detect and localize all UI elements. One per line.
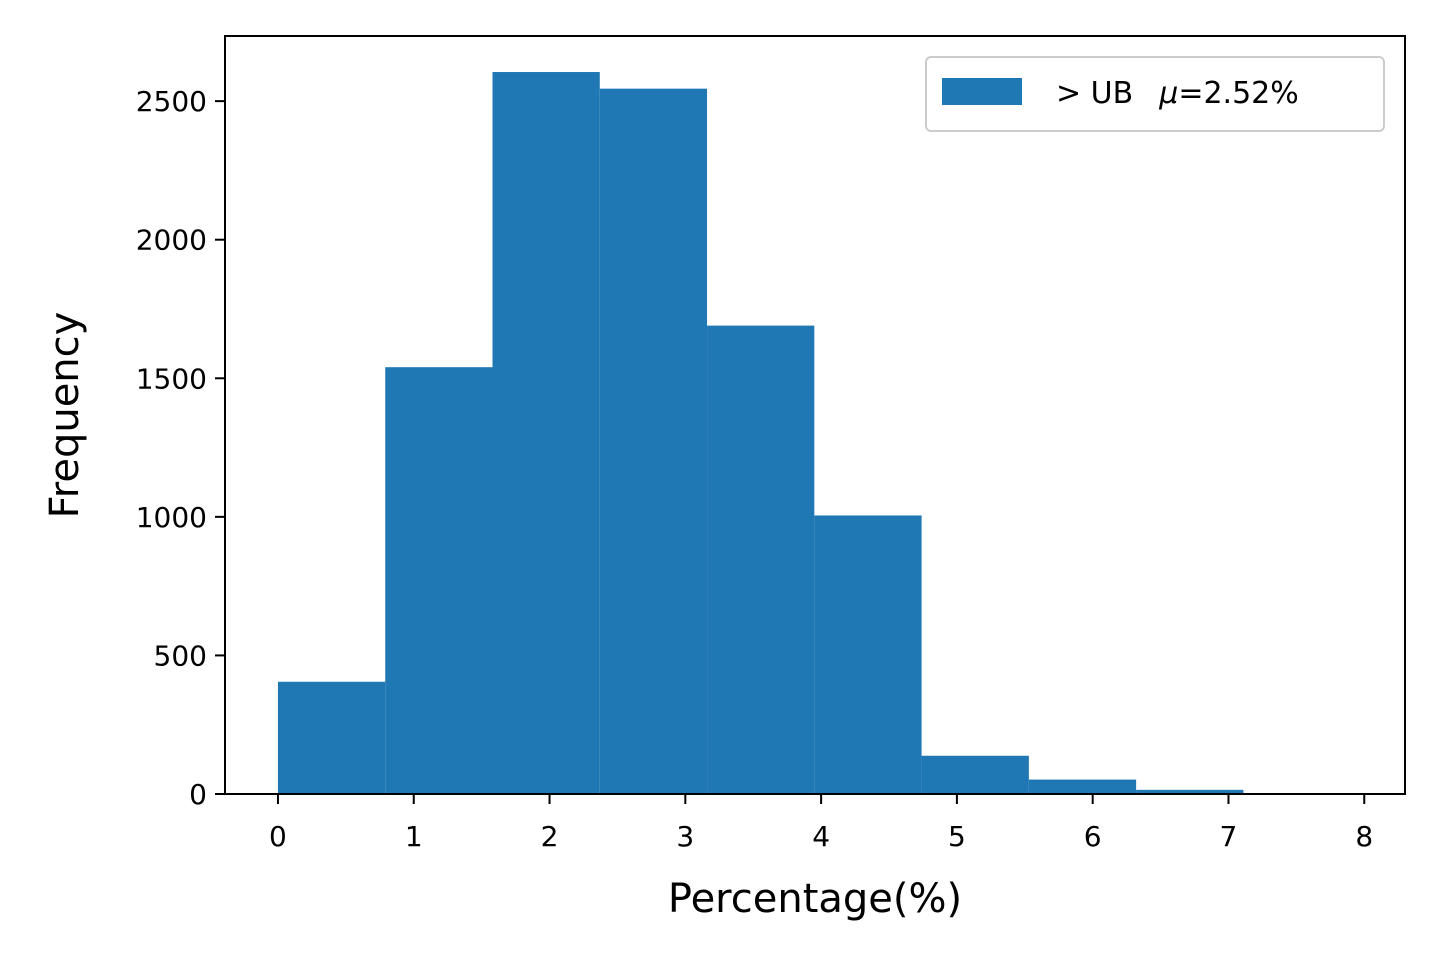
histogram-bar-7 (1028, 779, 1137, 794)
legend-label: > UB μ=2.52% (1056, 76, 1299, 111)
x-tick-label: 3 (676, 820, 694, 853)
plot-frame (224, 35, 1406, 795)
histogram-bar-6 (921, 755, 1029, 794)
x-tick-label: 5 (948, 820, 966, 853)
legend-box (925, 56, 1385, 132)
x-tick-label: 2 (541, 820, 559, 853)
y-tick-label: 500 (154, 639, 207, 672)
y-tick-label: 2500 (136, 85, 207, 118)
x-tick-label: 6 (1084, 820, 1102, 853)
histogram-bar-2 (492, 72, 600, 795)
legend-swatch (942, 78, 1022, 105)
x-axis-title: Percentage(%) (668, 876, 962, 922)
y-tick-label: 1000 (136, 501, 207, 534)
legend: > UB μ=2.52% (925, 56, 1385, 132)
y-axis-title: Frequency (42, 312, 88, 519)
histogram-bar-3 (599, 88, 708, 794)
y-tick-label: 1500 (136, 362, 207, 395)
histogram-bar-0 (277, 681, 386, 794)
x-axis-ticks: 0 1 2 3 4 5 6 7 8 (269, 794, 1373, 853)
x-tick-label: 8 (1355, 820, 1373, 853)
legend-label-mu: μ (1158, 76, 1178, 111)
histogram-bar-1 (385, 367, 493, 794)
y-tick-label: 2000 (136, 224, 207, 257)
histogram-bar-4 (707, 325, 815, 794)
x-tick-label: 0 (269, 820, 287, 853)
x-tick-label: 4 (812, 820, 830, 853)
histogram-bar-8 (1136, 789, 1244, 794)
legend-label-prefix: > UB (1056, 76, 1133, 111)
bars-group (277, 72, 1351, 795)
histogram-bar-5 (814, 515, 922, 794)
y-axis-ticks: 0 500 1000 1500 2000 2500 (136, 85, 225, 811)
x-tick-label: 7 (1220, 820, 1238, 853)
legend-label-value: =2.52% (1178, 76, 1298, 111)
x-tick-label: 1 (405, 820, 423, 853)
y-tick-label: 0 (189, 778, 207, 811)
